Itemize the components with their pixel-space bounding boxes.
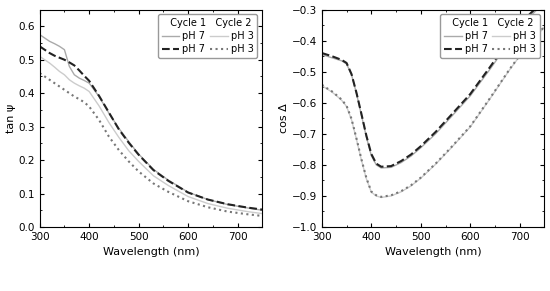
Legend: pH 7, pH 7, pH 3, pH 3: pH 7, pH 7, pH 3, pH 3 <box>440 15 540 58</box>
Y-axis label: cos Δ: cos Δ <box>279 103 289 133</box>
Y-axis label: tan ψ: tan ψ <box>6 104 15 133</box>
X-axis label: Wavelength (nm): Wavelength (nm) <box>103 247 199 258</box>
X-axis label: Wavelength (nm): Wavelength (nm) <box>385 247 481 258</box>
Legend: pH 7, pH 7, pH 3, pH 3: pH 7, pH 7, pH 3, pH 3 <box>158 15 257 58</box>
